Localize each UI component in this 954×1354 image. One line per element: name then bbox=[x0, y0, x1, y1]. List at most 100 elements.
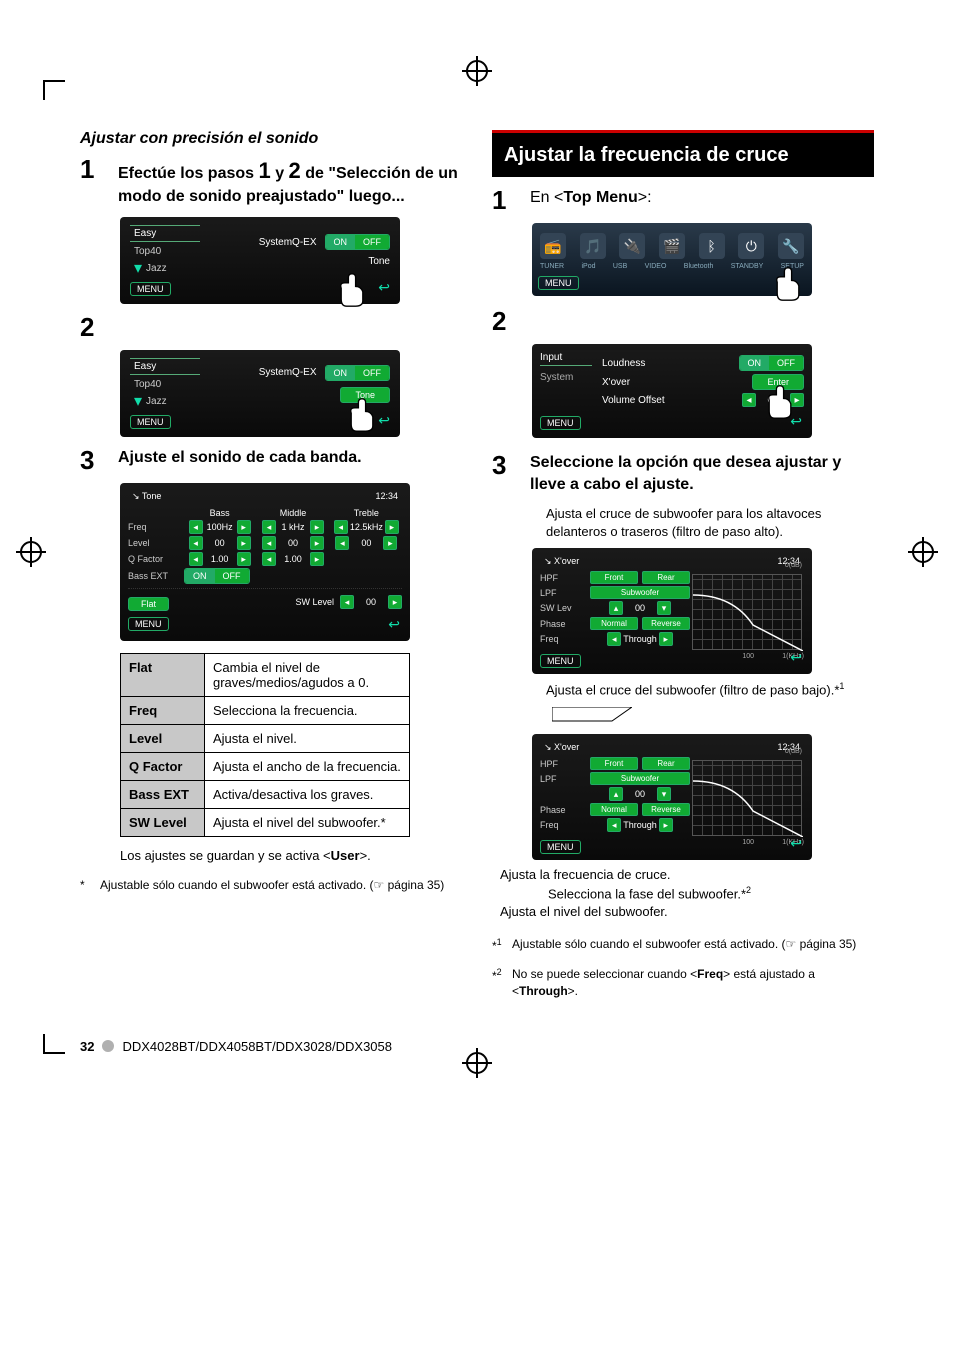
col-header: Middle bbox=[257, 508, 328, 518]
caption: Ajusta el cruce del subwoofer (filtro de… bbox=[546, 680, 874, 699]
model-list: DDX4028BT/DDX4058BT/DDX3028/DDX3058 bbox=[122, 1039, 392, 1054]
value: Through bbox=[623, 634, 657, 644]
step-1-text: En <Top Menu>: bbox=[530, 187, 874, 213]
tab-label: System bbox=[540, 372, 592, 383]
row-label: Bass EXT bbox=[128, 571, 182, 581]
tuner-icon: 📻 bbox=[540, 233, 566, 259]
screenshot-tone: ↘ Tone 12:34 Bass Middle Treble Freq ◂10… bbox=[120, 483, 410, 641]
back-icon: ↩ bbox=[378, 412, 390, 429]
param-desc: Ajusta el ancho de la frecuencia. bbox=[205, 753, 410, 781]
menu-button: MENU bbox=[540, 416, 581, 430]
label: VIDEO bbox=[645, 263, 667, 270]
toggle: ON OFF bbox=[325, 365, 391, 381]
text: Selecciona la fase del subwoofer.* bbox=[548, 886, 746, 901]
value: 00 bbox=[351, 538, 381, 548]
button: Rear bbox=[642, 757, 690, 770]
xover-title: X'over bbox=[554, 556, 579, 566]
footnote-1: *1 Ajustable sólo cuando el subwoofer es… bbox=[492, 936, 874, 954]
sw-level-label: SW Level bbox=[295, 597, 334, 607]
setting-label: X'over bbox=[602, 377, 630, 388]
finger-pointer-icon bbox=[344, 397, 380, 433]
table-row: LevelAjusta el nivel. bbox=[121, 725, 410, 753]
crossover-graph bbox=[692, 574, 802, 650]
value: 00 bbox=[625, 603, 655, 613]
setting-label: Volume Offset bbox=[602, 395, 665, 406]
axis-label: 100 bbox=[742, 839, 754, 846]
value: 00 bbox=[356, 597, 386, 607]
step-2: 2 bbox=[492, 308, 874, 334]
video-icon: 🎬 bbox=[659, 233, 685, 259]
menu-button: MENU bbox=[538, 276, 579, 290]
text: >. bbox=[568, 984, 578, 998]
systemq-label: SystemQ-EX bbox=[259, 367, 317, 378]
screenshot-xover-2: ↘ X'over 12:34 HPF Front Rear LPF Subwoo… bbox=[532, 734, 812, 860]
page: Ajustar con precisión el sonido 1 Efectú… bbox=[0, 0, 954, 1104]
setup-icon: 🔧 bbox=[778, 233, 804, 259]
text: y bbox=[271, 165, 289, 182]
step-1: 1 En <Top Menu>: bbox=[492, 187, 874, 213]
value: 1.00 bbox=[278, 554, 308, 564]
callouts: Ajusta la frecuencia de cruce. Seleccion… bbox=[500, 866, 874, 920]
page-footer: 32 DDX4028BT/DDX4058BT/DDX3028/DDX3058 bbox=[80, 1039, 874, 1054]
footnote-2: *2 No se puede seleccionar cuando <Freq>… bbox=[492, 966, 874, 998]
axis-label: 100 bbox=[742, 653, 754, 660]
superscript: 2 bbox=[746, 885, 751, 895]
param-name: Bass EXT bbox=[121, 781, 205, 809]
zoom-indicator bbox=[552, 707, 632, 728]
row-label: Freq bbox=[540, 634, 586, 644]
toggle-off: OFF bbox=[769, 356, 803, 370]
menu-button: MENU bbox=[540, 840, 581, 854]
callout: Selecciona la fase del subwoofer.*2 bbox=[548, 884, 874, 903]
row-label: LPF bbox=[540, 588, 586, 598]
toggle-off: OFF bbox=[355, 235, 389, 249]
setting-label: Loudness bbox=[602, 358, 645, 369]
clock: 12:34 bbox=[375, 491, 398, 502]
table-row: FlatCambia el nivel de graves/medios/agu… bbox=[121, 654, 410, 697]
text-bold: User bbox=[331, 848, 360, 863]
text: En < bbox=[530, 189, 563, 206]
preset-item: Easy bbox=[130, 225, 200, 242]
row-label: HPF bbox=[540, 573, 586, 583]
row-label: Phase bbox=[540, 619, 586, 629]
preset-item: Top40 bbox=[130, 377, 200, 392]
param-desc: Cambia el nivel de graves/medios/agudos … bbox=[205, 654, 410, 697]
systemq-label: SystemQ-EX bbox=[259, 237, 317, 248]
toggle-on: ON bbox=[326, 235, 356, 249]
footnote: * Ajustable sólo cuando el subwoofer est… bbox=[80, 877, 462, 893]
toggle-on: ON bbox=[326, 366, 356, 380]
bluetooth-icon: ᛒ bbox=[699, 233, 725, 259]
preset-item: Easy bbox=[130, 358, 200, 375]
step-number: 2 bbox=[80, 314, 102, 340]
tone-label: Tone bbox=[368, 256, 390, 267]
text: Los ajustes se guardan y se activa < bbox=[120, 848, 331, 863]
finger-pointer-icon bbox=[334, 272, 370, 308]
row-label: Level bbox=[128, 538, 182, 548]
button: Normal bbox=[590, 803, 638, 816]
caption: Ajusta el cruce de subwoofer para los al… bbox=[546, 505, 874, 540]
step-3-text: Seleccione la opción que desea ajustar y… bbox=[530, 452, 874, 495]
step-number: 3 bbox=[80, 447, 102, 473]
step-1-text: Efectúe los pasos 1 y 2 de "Selección de… bbox=[118, 156, 462, 207]
value: 1.00 bbox=[205, 554, 235, 564]
back-icon: ↩ bbox=[790, 835, 802, 852]
col-header: Treble bbox=[331, 508, 402, 518]
page-number: 32 bbox=[80, 1039, 94, 1054]
back-icon: ↩ bbox=[378, 279, 390, 296]
param-name: Level bbox=[121, 725, 205, 753]
xover-title: X'over bbox=[554, 742, 579, 752]
screenshot-systemq-2: Easy Top40 ▾Jazz SystemQ-EX ON OFF Tone bbox=[120, 350, 400, 437]
ipod-icon: 🎵 bbox=[580, 233, 606, 259]
footnote-text: Ajustable sólo cuando el subwoofer está … bbox=[100, 877, 444, 893]
parameter-table: FlatCambia el nivel de graves/medios/agu… bbox=[120, 653, 410, 837]
step-number: 2 bbox=[492, 308, 514, 334]
value: 00 bbox=[205, 538, 235, 548]
chevron-down-icon: ▾ bbox=[134, 398, 142, 406]
tone-title: Tone bbox=[142, 491, 162, 501]
button: Front bbox=[590, 571, 638, 584]
left-column: Ajustar con precisión el sonido 1 Efectú… bbox=[80, 130, 462, 999]
param-name: SW Level bbox=[121, 809, 205, 837]
footnote-text: Ajustable sólo cuando el subwoofer está … bbox=[512, 936, 856, 954]
text-bold: Through bbox=[519, 984, 568, 998]
menu-button: MENU bbox=[540, 654, 581, 668]
step-number: 1 bbox=[80, 156, 102, 207]
